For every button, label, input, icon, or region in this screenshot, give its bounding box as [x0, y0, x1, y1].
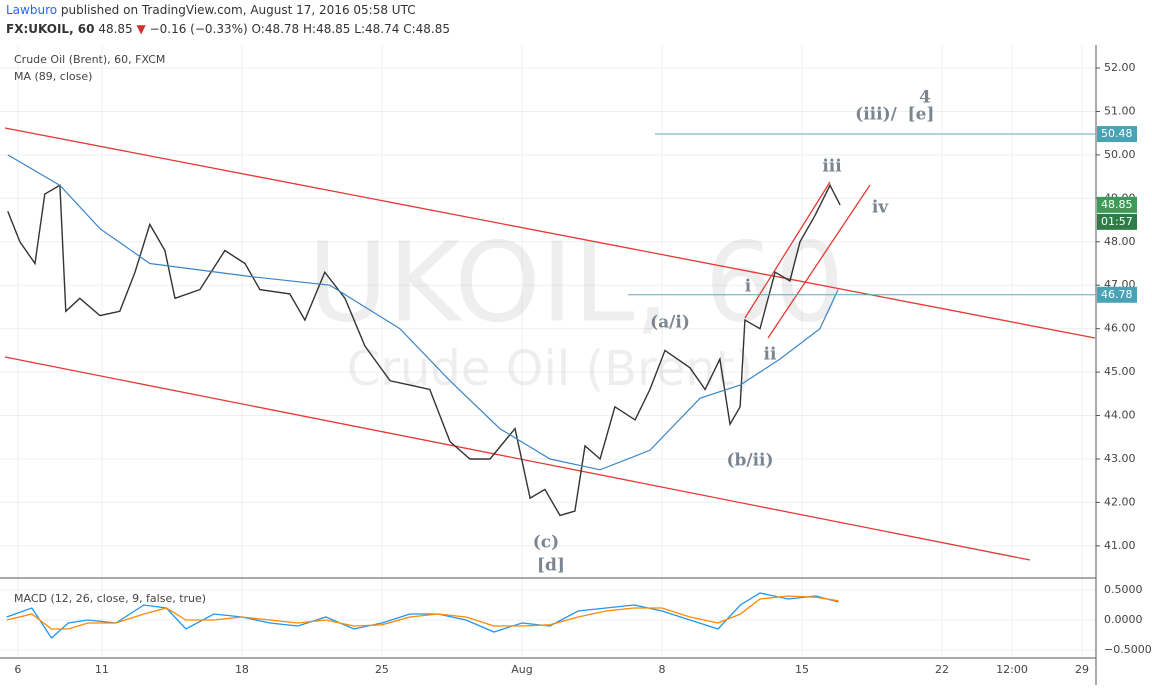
series-line: [7, 183, 841, 517]
series-line: [6, 592, 839, 639]
wave-label: (b/ii): [726, 451, 773, 471]
ohlc: L:48.74: [354, 22, 399, 36]
countdown-tag: [1097, 213, 1137, 230]
symbol: FX:UKOIL, 60: [6, 22, 95, 36]
series-label: Crude Oil (Brent), 60, FXCM: [14, 53, 165, 66]
y-tick-label: 41.00: [1104, 539, 1136, 552]
wave-label: (a/i): [650, 313, 690, 333]
ohlc: H:48.85: [303, 22, 350, 36]
x-tick-label: 8: [658, 663, 665, 676]
trend-line: [4, 127, 1096, 339]
y-tick-label: −0.5000: [1104, 643, 1152, 656]
wave-label: [e]: [908, 105, 935, 125]
trend-line: [744, 181, 831, 319]
watermark-name: Crude Oil (Brent): [347, 341, 753, 397]
x-tick-label: 6: [14, 663, 21, 676]
wave-label: [d]: [537, 556, 565, 576]
x-tick-label: 11: [95, 663, 109, 676]
x-tick-label: 29: [1075, 663, 1089, 676]
watermark-symbol: UKOIL, 60: [308, 218, 845, 346]
y-tick-label: 0.0000: [1104, 613, 1143, 626]
price-tag: [1097, 126, 1137, 143]
change: −0.16 (−0.33%): [150, 22, 248, 36]
publisher: Lawburo: [6, 3, 57, 17]
y-tick-label: 43.00: [1104, 452, 1136, 465]
x-tick-label: 18: [235, 663, 249, 676]
y-tick-label: 44.00: [1104, 409, 1136, 422]
y-tick-label: 46.00: [1104, 322, 1136, 335]
x-tick-label: 12:00: [996, 663, 1028, 676]
last: 48.85: [98, 22, 132, 36]
header: Lawburo published on TradingView.com, Au…: [6, 3, 416, 17]
macd-label: MACD (12, 26, close, 9, false, true): [14, 592, 206, 605]
price-tag: [1097, 196, 1137, 213]
trend-line: [4, 356, 1031, 561]
y-tick-label: 42.00: [1104, 495, 1136, 508]
ohlc: O:48.78: [252, 22, 300, 36]
x-tick-label: 15: [795, 663, 809, 676]
arrow: ▼: [137, 22, 147, 36]
y-tick-label: 48.00: [1104, 235, 1136, 248]
wave-label: iv: [872, 198, 889, 218]
wave-label: ii: [764, 345, 777, 365]
x-tick-label: 25: [375, 663, 389, 676]
y-tick-label: 52.00: [1104, 61, 1136, 74]
series-line: [7, 154, 839, 471]
y-tick-label: 45.00: [1104, 365, 1136, 378]
wave-label: (c): [533, 533, 559, 553]
price-tag: [1097, 286, 1137, 303]
countdown: 01:57: [1101, 215, 1133, 228]
y-tick-label: 0.5000: [1104, 583, 1143, 596]
price-tag-label: 50.48: [1101, 127, 1133, 140]
wave-label: iii: [822, 157, 842, 177]
price-tag-label: 46.78: [1101, 288, 1133, 301]
x-tick-label: Aug: [511, 663, 532, 676]
quote: FX:UKOIL, 60 48.85 ▼ −0.16 (−0.33%) O:48…: [6, 22, 450, 36]
y-tick-label: 51.00: [1104, 104, 1136, 117]
x-tick-label: 22: [935, 663, 949, 676]
series-line: [6, 595, 839, 630]
wave-label: (iii)/: [855, 105, 897, 125]
trend-line: [767, 184, 871, 339]
wave-label: 4: [919, 88, 931, 108]
series-label: MA (89, close): [14, 70, 92, 83]
price-tag-label: 48.85: [1101, 198, 1133, 211]
ohlc: C:48.85: [403, 22, 450, 36]
published: published on TradingView.com, August 17,…: [61, 3, 416, 17]
wave-label: i: [745, 277, 752, 297]
y-tick-label: 50.00: [1104, 148, 1136, 161]
